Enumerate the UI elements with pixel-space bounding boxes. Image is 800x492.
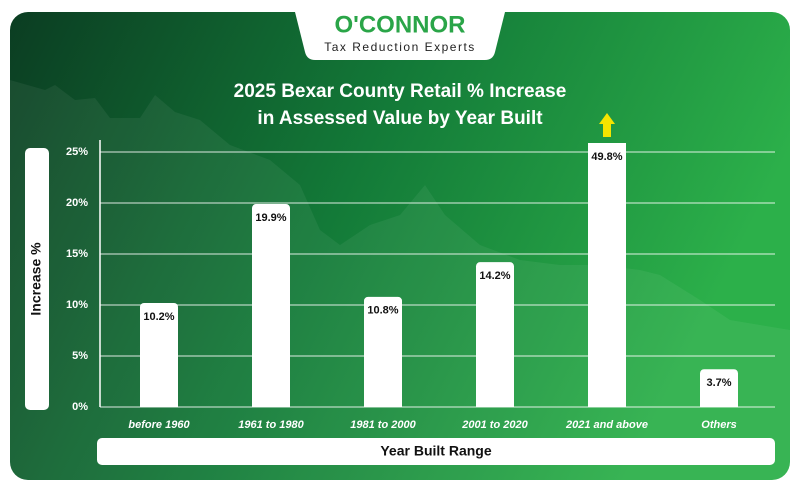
- bar: [476, 262, 514, 407]
- logo-tab: [295, 12, 505, 60]
- x-axis-label: Year Built Range: [380, 443, 491, 459]
- bars: [140, 143, 738, 407]
- bar: [140, 302, 178, 407]
- data-label: 10.2%: [143, 311, 174, 323]
- y-tick-label: 5%: [72, 350, 88, 362]
- bar: [700, 369, 738, 407]
- y-tick-label: 10%: [66, 299, 88, 311]
- x-tick-label: 2001 to 2020: [461, 419, 528, 431]
- data-label: 19.9%: [255, 212, 286, 224]
- chart-title: 2025 Bexar County Retail % Increase in A…: [233, 81, 567, 129]
- y-label-box: [25, 148, 49, 410]
- bar: [364, 296, 402, 407]
- x-tick-label: 1981 to 2000: [350, 419, 416, 431]
- x-tick-label: before 1960: [128, 419, 190, 431]
- data-label: 14.2%: [479, 270, 510, 282]
- overflow-arrow: [599, 113, 615, 137]
- x-tick-label: 2021 and above: [565, 419, 648, 431]
- x-tick-label: Others: [701, 419, 736, 431]
- data-label: 10.8%: [367, 305, 398, 317]
- bar: [588, 143, 626, 407]
- y-tick-label: 15%: [66, 248, 88, 260]
- x-tick-label: 1961 to 1980: [238, 419, 304, 431]
- data-label: 3.7%: [706, 377, 731, 389]
- x-label-box: [97, 438, 775, 465]
- bar: [252, 204, 290, 407]
- y-axis-label: Increase %: [28, 242, 44, 316]
- y-tick-label: 20%: [66, 197, 88, 209]
- logo-tagline: Tax Reduction Experts: [324, 40, 476, 54]
- y-tick-label: 25%: [66, 146, 88, 158]
- y-tick-label: 0%: [72, 401, 88, 413]
- logo-name: O'CONNOR: [334, 11, 465, 38]
- data-label: 49.8%: [591, 151, 622, 163]
